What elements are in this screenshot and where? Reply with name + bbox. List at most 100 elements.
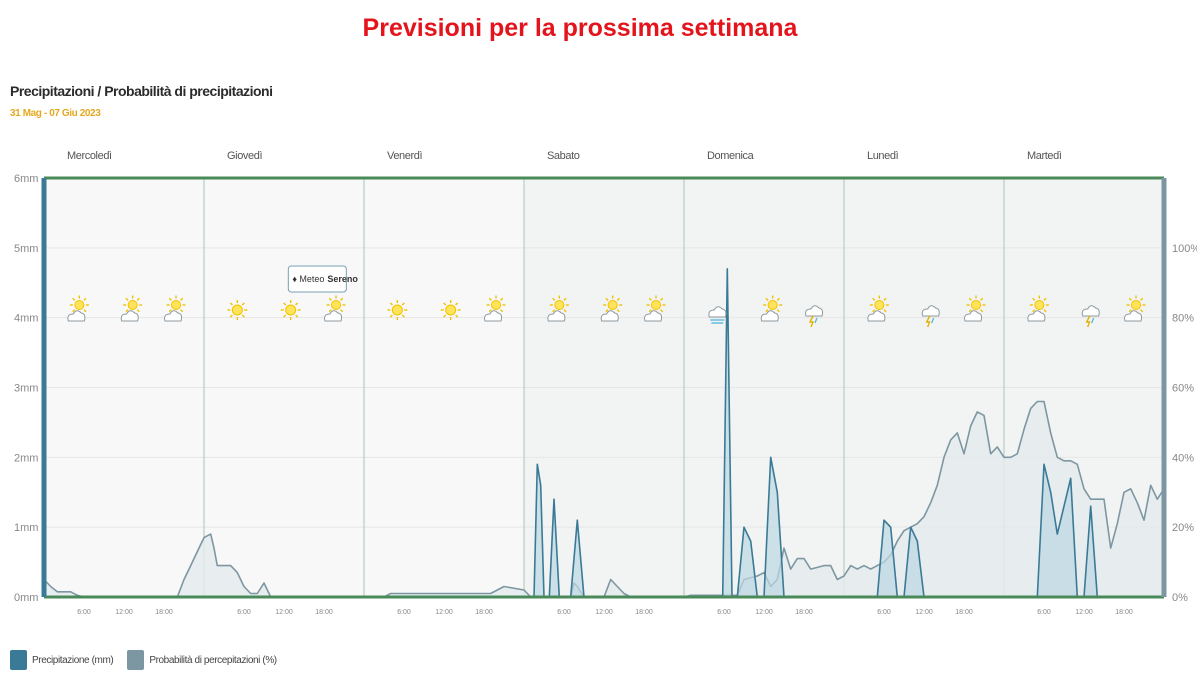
chart-tooltip[interactable]: ♦ Meteo Sereno [287, 265, 358, 293]
sun-cloud-icon [484, 295, 506, 322]
right-tick-label: 0% [1172, 592, 1188, 604]
sun-disc [285, 304, 297, 316]
sun-ray [552, 297, 556, 301]
right-tick-label: 40% [1172, 452, 1194, 464]
sun-cloud-icon [1027, 295, 1049, 322]
hour-ticks: 6:00 12:00 18:00 6:00 12:00 18:00 6:00 12:00 18:… [77, 609, 1133, 616]
sun-ray [1140, 297, 1144, 301]
sun-disc [74, 300, 85, 310]
cloud-shape [484, 310, 503, 322]
sun-ray [968, 309, 972, 313]
legend-swatch-probability [127, 650, 145, 670]
sun-ray [660, 297, 664, 301]
hour-tick-label: 18:00 [155, 609, 173, 616]
cloud-shape [760, 310, 779, 322]
cloud-shape [1027, 310, 1046, 322]
sun-cloud-icon [760, 295, 783, 322]
hour-tick-label: 6:00 [77, 609, 91, 616]
sun-ray [872, 309, 876, 313]
cloud-storm-icon [921, 305, 940, 328]
sun-ray [605, 297, 609, 301]
hour-tick-label: 18:00 [1115, 609, 1133, 616]
cloud-shape [120, 310, 139, 322]
right-tick-label: 80% [1172, 313, 1194, 325]
sun-ray [616, 309, 620, 313]
sun-ray [1128, 309, 1132, 313]
left-tick-label: 4mm [14, 313, 38, 325]
sun-ray [500, 309, 504, 313]
probability-series-line [43, 400, 1165, 598]
sun-ray [980, 297, 984, 301]
sun-icon [227, 300, 248, 320]
hour-tick-label: 18:00 [315, 609, 333, 616]
sun-cloud-icon [547, 295, 569, 322]
sun-ray [443, 314, 447, 318]
sun-cloud-icon [964, 295, 986, 322]
sun-ray [389, 302, 393, 306]
cloud-shape [164, 310, 183, 322]
sun-ray [648, 309, 652, 313]
sun-ray [765, 297, 769, 301]
left-tick-label: 0mm [14, 592, 38, 604]
sun-ray [605, 309, 609, 313]
sun-disc [331, 300, 341, 310]
sun-ray [1043, 297, 1047, 301]
cloud-shape [805, 305, 824, 317]
sun-ray [283, 314, 287, 318]
left-tick-label: 1mm [14, 522, 38, 534]
sun-disc [391, 304, 403, 316]
sun-ray [389, 314, 393, 318]
cloud-shape [964, 310, 983, 322]
hour-tick-label: 12:00 [275, 609, 293, 616]
hour-tick-label: 6:00 [237, 609, 251, 616]
sun-ray [552, 309, 556, 313]
sun-ray [660, 309, 664, 313]
precipitation-series-area [44, 268, 1164, 597]
hour-tick-label: 12:00 [755, 609, 773, 616]
sun-ray [83, 297, 87, 301]
right-tick-label: 20% [1172, 522, 1194, 534]
sun-cloud-icon [867, 295, 889, 322]
legend-item-probability[interactable]: Probabilità di percepitazioni (%) [127, 650, 277, 670]
cloud-shape [644, 310, 663, 322]
sun-cloud-icon [67, 295, 89, 322]
date-range: 31 Mag - 07 Giu 2023 [10, 108, 101, 119]
cloud-storm-icon [805, 305, 824, 328]
sun-ray [295, 302, 299, 306]
day-label: Mercoledì [67, 150, 112, 162]
sun-cloud-icon [600, 295, 623, 322]
cloud-shape [1124, 310, 1143, 322]
sun-ray [1043, 309, 1047, 313]
lightning-bolt [1085, 315, 1091, 328]
sun-ray [1140, 309, 1144, 313]
sun-ray [328, 297, 332, 301]
sun-disc [231, 304, 243, 316]
hour-tick-label: 12:00 [435, 609, 453, 616]
sun-ray [883, 297, 887, 301]
sun-ray [401, 302, 405, 306]
page-title: Previsioni per la prossima settimana [362, 14, 798, 42]
legend-label-probability: Probabilità di percepitazioni (%) [149, 654, 277, 666]
left-tick-label: 5mm [14, 243, 38, 255]
sun-cloud-icon [324, 295, 346, 322]
left-tick-label: 6mm [14, 173, 38, 185]
left-tick-label: 2mm [14, 452, 38, 464]
left-tick-label: 3mm [14, 383, 38, 395]
right-axis-ticks: 0% 20% 40% 60% 80% 100% [1172, 243, 1197, 604]
sun-ray [563, 297, 567, 301]
sun-ray [136, 309, 140, 313]
sun-ray [295, 314, 299, 318]
sun-ray [883, 309, 887, 313]
precipitation-series-line [44, 268, 1164, 598]
sun-ray [455, 314, 459, 318]
sun-ray [563, 309, 567, 313]
sun-ray [241, 302, 245, 306]
sun-ray [125, 297, 129, 301]
lightning-bolt [925, 315, 931, 328]
hour-tick-label: 18:00 [475, 609, 493, 616]
sun-disc [767, 300, 778, 310]
hour-tick-label: 18:00 [955, 609, 973, 616]
legend-item-precipitation[interactable]: Precipitazione (mm) [10, 650, 114, 670]
sun-ray [241, 314, 245, 318]
day-label: Martedì [1027, 150, 1062, 162]
